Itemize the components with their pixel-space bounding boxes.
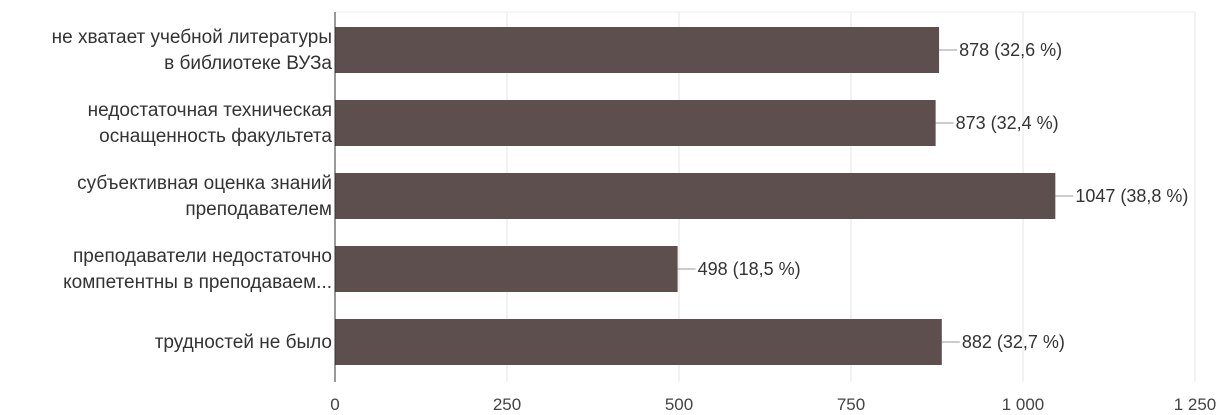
category-labels: не хватает учебной литературы в библиотек…	[52, 27, 333, 353]
data-labels: 878 (32,6 %) 873 (32,4 %) 1047 (38,8 %) 498…	[677, 40, 1188, 352]
x-tick-label: 1 250	[1174, 395, 1217, 414]
bar	[335, 27, 940, 73]
bars	[335, 27, 1056, 365]
x-tick-label: 500	[665, 395, 693, 414]
bar	[335, 173, 1056, 219]
category-label: не хватает учебной литературы в библиотек…	[52, 27, 333, 74]
category-label: преподаватели недостаточно компетентны в …	[63, 246, 332, 293]
x-tick-label: 1 000	[1002, 395, 1045, 414]
data-label: 1047 (38,8 %)	[1075, 186, 1188, 206]
x-tick-label: 750	[837, 395, 865, 414]
x-tick-label: 0	[330, 395, 339, 414]
bar	[335, 100, 936, 146]
category-label: недостаточная техническая оснащенность фа…	[88, 100, 333, 147]
x-tick-label: 250	[493, 395, 521, 414]
bar	[335, 246, 678, 292]
x-axis-ticks: 0 250 500 750 1 000 1 250	[330, 395, 1216, 414]
data-label: 882 (32,7 %)	[962, 332, 1065, 352]
data-label: 878 (32,6 %)	[959, 40, 1062, 60]
category-label: субъективная оценка знаний преподавателем	[77, 173, 332, 220]
data-label: 498 (18,5 %)	[698, 259, 801, 279]
bar	[335, 319, 942, 365]
data-label: 873 (32,4 %)	[956, 113, 1059, 133]
category-label: трудностей не было	[155, 332, 332, 353]
